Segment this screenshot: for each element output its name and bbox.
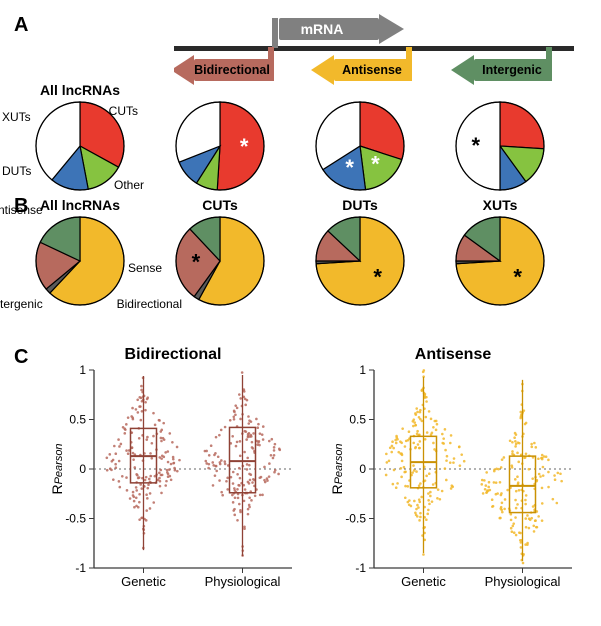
- svg-text:0.5: 0.5: [349, 413, 366, 427]
- pie-b-cuts: CUTs *: [174, 197, 266, 312]
- svg-text:Physiological: Physiological: [205, 574, 281, 589]
- pie-a-bidir-svg: *: [174, 100, 266, 192]
- bidir-label: Bidirectional: [194, 63, 270, 77]
- pie-a-all-title: All lncRNAs: [34, 82, 126, 98]
- label-intergenic: Intergenic: [0, 297, 43, 311]
- svg-text:*: *: [371, 152, 380, 177]
- label-duts: DUTs: [2, 164, 31, 178]
- svg-text:Genetic: Genetic: [121, 574, 166, 589]
- svg-text:RPearson: RPearson: [49, 443, 65, 494]
- mrna-label: mRNA: [301, 21, 344, 37]
- svg-text:*: *: [472, 133, 481, 158]
- boxplot-antisense-title: Antisense: [328, 346, 578, 364]
- label-cuts: CUTs: [109, 104, 138, 118]
- svg-text:-1: -1: [355, 561, 366, 575]
- label-xuts: XUTs: [2, 110, 31, 124]
- pie-a-intergenic-svg: *: [454, 100, 546, 192]
- boxplot-antisense-svg: -1 -0.5 0 0.5 1 RPearson Genetic Physiological: [328, 364, 578, 594]
- boxplot-bidir-wrap: Bidirectional -1 -0.5 0 0.5 1 RPearson Genetic…: [48, 346, 298, 599]
- pie-b-cuts-title: CUTs: [174, 197, 266, 213]
- pie-b-all: All lncRNAs Antisense Sense Bidirectiona…: [34, 197, 126, 312]
- antisense-label: Antisense: [342, 63, 402, 77]
- pie-b-xuts: XUTs *: [454, 197, 546, 312]
- svg-text:RPearson: RPearson: [329, 443, 345, 494]
- boxplot-bidir-svg: -1 -0.5 0 0.5 1 RPearson Genetic Physiological: [48, 364, 298, 594]
- boxplot-bidir-title: Bidirectional: [48, 346, 298, 364]
- pie-b-duts: DUTs *: [314, 197, 406, 312]
- pie-b-duts-svg: *: [314, 215, 406, 307]
- svg-text:-0.5: -0.5: [345, 512, 366, 526]
- panel-c-label: C: [14, 346, 28, 369]
- pie-b-cuts-svg: *: [174, 215, 266, 307]
- pie-a-antisense: **: [314, 100, 406, 197]
- intergenic-label: Intergenic: [482, 63, 542, 77]
- panel-b: B All lncRNAs Antisense Sense Bidirectio…: [14, 195, 587, 340]
- pie-a-bidir: *: [174, 100, 266, 197]
- label-sense: Sense: [128, 261, 162, 275]
- svg-text:Physiological: Physiological: [485, 574, 561, 589]
- pie-b-duts-title: DUTs: [314, 197, 406, 213]
- pie-a-intergenic: *: [454, 100, 546, 197]
- svg-text:0: 0: [359, 462, 366, 476]
- svg-text:*: *: [373, 265, 382, 290]
- pie-b-xuts-title: XUTs: [454, 197, 546, 213]
- panel-c: C Bidirectional -1 -0.5 0 0.5 1 RPearson Genet…: [14, 346, 587, 606]
- pie-a-all: All lncRNAs CUTs XUTs DUTs Other: [34, 82, 126, 197]
- svg-text:0: 0: [79, 462, 86, 476]
- svg-text:*: *: [240, 134, 249, 159]
- svg-text:Genetic: Genetic: [401, 574, 446, 589]
- pie-a-antisense-svg: **: [314, 100, 406, 192]
- label-other: Other: [114, 178, 144, 192]
- svg-text:*: *: [513, 265, 522, 290]
- svg-text:-1: -1: [75, 561, 86, 575]
- svg-text:*: *: [192, 250, 201, 275]
- panel-a-label: A: [14, 14, 28, 37]
- legend-diagram: mRNA Bidirectional Antisense Intergenic: [174, 14, 601, 86]
- label-antisense: Antisense: [0, 203, 43, 217]
- svg-text:*: *: [345, 155, 354, 180]
- panel-a: A mRNA Bidirectional Antisense: [14, 14, 587, 189]
- svg-text:-0.5: -0.5: [65, 512, 86, 526]
- svg-text:0.5: 0.5: [69, 413, 86, 427]
- svg-text:1: 1: [359, 364, 366, 377]
- pie-b-xuts-svg: *: [454, 215, 546, 307]
- pie-b-all-title: All lncRNAs: [34, 197, 126, 213]
- pie-b-all-svg: [34, 215, 126, 307]
- svg-text:1: 1: [79, 364, 86, 377]
- boxplot-antisense-wrap: Antisense -1 -0.5 0 0.5 1 RPearson Genetic Phys…: [328, 346, 578, 599]
- label-bidir: Bidirectional: [117, 297, 182, 311]
